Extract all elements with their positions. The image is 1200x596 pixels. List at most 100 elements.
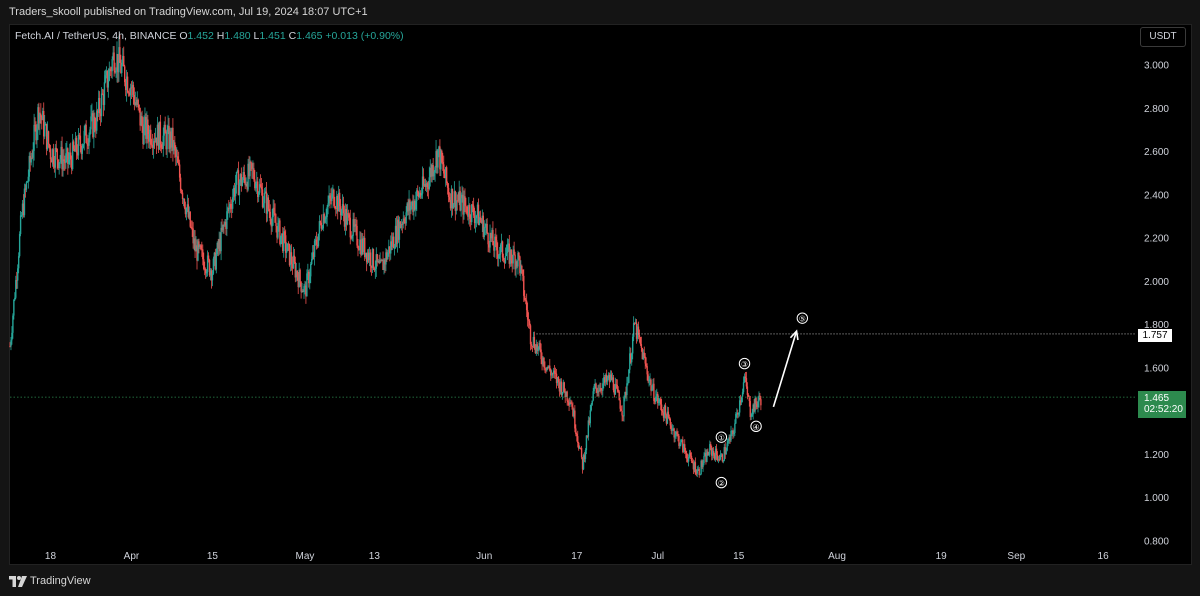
candle-body bbox=[44, 123, 47, 126]
candle-body bbox=[654, 400, 656, 403]
candle-body bbox=[721, 454, 724, 462]
candle-body bbox=[100, 93, 103, 117]
candle-body bbox=[742, 382, 745, 393]
candle-body bbox=[175, 148, 177, 158]
candle-body bbox=[499, 244, 502, 254]
candle-body bbox=[448, 197, 451, 200]
time-axis: 18 Apr 15 May 13 Jun 17 Jul 15 Aug 19 Sep 16 bbox=[45, 551, 1109, 562]
candle-body bbox=[551, 373, 553, 376]
open-value: 1.452 bbox=[187, 30, 214, 42]
candle-body bbox=[317, 233, 320, 247]
candle-body bbox=[221, 227, 223, 231]
candle-body bbox=[689, 452, 692, 456]
currency-button[interactable]: USDT bbox=[1140, 27, 1186, 47]
candle-body bbox=[533, 336, 536, 349]
candle-body bbox=[617, 389, 619, 392]
candle-body bbox=[509, 249, 511, 264]
candle-body bbox=[335, 208, 337, 210]
candle-body bbox=[566, 391, 568, 401]
candle-body bbox=[307, 271, 309, 274]
candle-body bbox=[143, 124, 145, 145]
candle-body bbox=[241, 180, 244, 187]
publish-bar: Traders_skooll published on TradingView.… bbox=[0, 0, 1200, 24]
candle-body bbox=[160, 144, 163, 148]
candle-body bbox=[108, 68, 110, 81]
candle-body bbox=[665, 414, 668, 424]
candle-body bbox=[185, 208, 188, 215]
time-axis-tick: Aug bbox=[828, 551, 846, 562]
candle-body bbox=[436, 151, 438, 168]
candle-body bbox=[726, 443, 728, 451]
candle-body bbox=[739, 400, 742, 403]
candle-body bbox=[119, 47, 121, 63]
candle-body bbox=[627, 382, 629, 384]
candle-body bbox=[648, 379, 650, 382]
candle-body bbox=[545, 368, 547, 371]
candle-body bbox=[231, 207, 233, 209]
candle-body bbox=[226, 211, 228, 229]
symbol-legend[interactable]: Fetch.AI / TetherUS, 4h, BINANCE O1.452 … bbox=[15, 30, 404, 42]
candle-body bbox=[464, 196, 466, 206]
candle-body bbox=[599, 387, 601, 392]
candle-body bbox=[194, 238, 196, 252]
candle-body bbox=[427, 187, 430, 189]
candle-body bbox=[51, 149, 54, 163]
tradingview-brand[interactable]: TradingView bbox=[30, 575, 91, 587]
candle-body bbox=[488, 244, 490, 248]
candle-body bbox=[472, 205, 475, 216]
candle-body bbox=[234, 184, 237, 197]
candle-body bbox=[44, 125, 46, 137]
candle-body bbox=[154, 137, 157, 142]
candle-body bbox=[164, 124, 166, 134]
candle-body bbox=[27, 176, 30, 182]
candle-body bbox=[529, 325, 532, 345]
projection-arrow-shaft[interactable] bbox=[772, 330, 798, 408]
candle-body bbox=[492, 229, 494, 246]
candle-body bbox=[418, 192, 420, 197]
candle-body bbox=[670, 425, 672, 431]
candle-body bbox=[126, 76, 129, 93]
candle-body bbox=[157, 124, 160, 150]
candle-body bbox=[387, 252, 389, 260]
candle-body bbox=[328, 195, 330, 204]
candle-body bbox=[419, 192, 422, 196]
candle-body bbox=[263, 193, 266, 204]
candle-body bbox=[364, 252, 367, 257]
candle-body bbox=[708, 454, 710, 456]
symbol-name[interactable]: Fetch.AI / TetherUS, 4h, BINANCE bbox=[15, 30, 177, 42]
candle-body bbox=[624, 391, 626, 398]
candle-body bbox=[53, 164, 56, 168]
chart-pane[interactable] bbox=[9, 24, 1192, 565]
candle-body bbox=[68, 159, 70, 165]
candle-body bbox=[690, 455, 693, 462]
candle-body bbox=[454, 191, 457, 211]
candle-body bbox=[618, 391, 620, 401]
candle-body bbox=[546, 366, 548, 371]
candle-body bbox=[41, 116, 43, 121]
candle-body bbox=[631, 353, 633, 363]
candle-body bbox=[134, 102, 137, 105]
candle-body bbox=[468, 205, 470, 217]
candle-body bbox=[222, 224, 224, 231]
candle-body bbox=[308, 271, 310, 284]
candle-body bbox=[668, 417, 671, 419]
candle-body bbox=[151, 145, 154, 148]
candle-body bbox=[236, 170, 239, 172]
candle-body bbox=[544, 367, 546, 369]
candle-body bbox=[422, 176, 425, 186]
candle-body bbox=[735, 413, 737, 424]
candle-body bbox=[48, 144, 51, 149]
candle-body bbox=[686, 458, 689, 462]
candle-body bbox=[496, 240, 498, 251]
candle-body bbox=[404, 221, 406, 224]
candle-body bbox=[246, 183, 248, 190]
tradingview-logo-icon[interactable] bbox=[9, 576, 27, 587]
candle-body bbox=[504, 256, 507, 263]
candle-body bbox=[706, 451, 708, 462]
candle-body bbox=[173, 142, 175, 151]
candle-body bbox=[155, 137, 158, 146]
candle-body bbox=[334, 205, 336, 209]
candle-body bbox=[336, 196, 338, 209]
candle-body bbox=[36, 128, 38, 141]
